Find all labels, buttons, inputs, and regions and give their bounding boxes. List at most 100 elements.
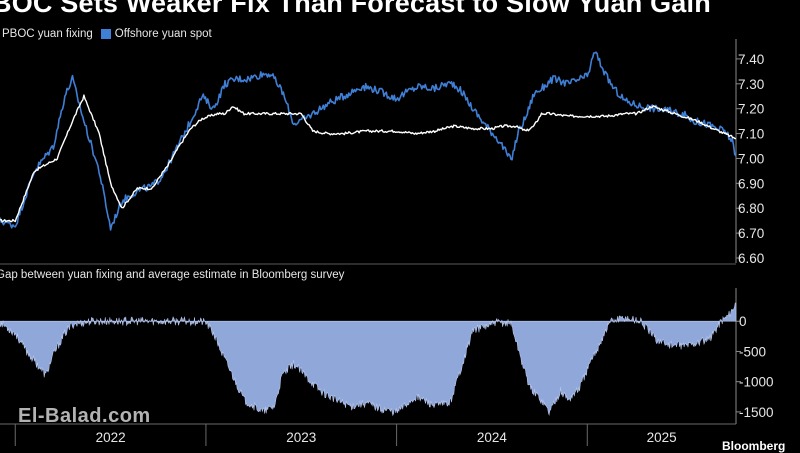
fixing-line-point: [160, 175, 161, 176]
fixing-line-point: [99, 133, 100, 134]
fixing-line-point: [225, 113, 226, 114]
top-y-tick-label: 6.60: [738, 251, 764, 266]
spot-line-point: [614, 88, 615, 89]
spot-line-point: [236, 78, 237, 79]
spot-line-point: [247, 78, 248, 79]
gap-point: [579, 387, 580, 388]
spot-line-point: [568, 83, 569, 84]
gap-point: [396, 411, 397, 412]
top-y-tick-label: 7.00: [738, 151, 764, 166]
fixing-line-point: [396, 131, 397, 132]
fixing-line-point: [312, 131, 313, 132]
fixing-line-point: [541, 113, 542, 114]
gap-point: [320, 390, 321, 391]
spot-line-point: [640, 106, 641, 107]
gap-point: [560, 390, 561, 391]
gap-point: [655, 339, 656, 340]
spot-line-point: [137, 190, 138, 191]
fixing-line-point: [167, 165, 168, 166]
fixing-line-point: [415, 133, 416, 134]
fixing-line-point: [83, 96, 84, 97]
gap-point: [625, 317, 626, 318]
spot-line-point: [434, 88, 435, 89]
fixing-line-point: [34, 170, 35, 171]
gap-point: [15, 333, 16, 334]
spot-line-point: [499, 141, 500, 142]
gap-point: [167, 321, 168, 322]
x-tick-label: 2024: [477, 430, 508, 445]
top-y-tick-label: 7.20: [738, 102, 764, 117]
spot-line-point: [99, 170, 100, 171]
fixing-line-point: [152, 188, 153, 189]
spot-line-point: [453, 83, 454, 84]
spot-line-point: [83, 121, 84, 122]
top-y-tick-label: 7.40: [738, 52, 764, 67]
spot-line-point: [190, 121, 191, 122]
x-tick-label: 2022: [96, 430, 126, 445]
fixing-line-point: [636, 113, 637, 114]
gap-point: [697, 342, 698, 343]
top-y-tick-label: 6.80: [738, 201, 764, 216]
gap-point: [205, 322, 206, 323]
gap-point: [736, 303, 737, 304]
fixing-line-point: [263, 113, 264, 114]
fixing-line-point: [343, 133, 344, 134]
gap-point: [221, 351, 222, 352]
gap-point: [549, 411, 550, 412]
fixing-line-point: [282, 113, 283, 114]
spot-line-point: [541, 88, 542, 89]
spot-line: [0, 51, 737, 231]
fixing-line-point: [682, 116, 683, 117]
spot-line-point: [293, 123, 294, 124]
spot-line-point: [328, 103, 329, 104]
gap-point: [366, 402, 367, 403]
fixing-line-point: [137, 188, 138, 189]
fixing-line-point: [217, 113, 218, 114]
bottom-panel: 0 -500 -1000 -1500: [0, 288, 774, 424]
fixing-line-point: [533, 126, 534, 127]
gap-point: [541, 399, 542, 400]
gap-point: [728, 315, 729, 316]
gap-point: [335, 399, 336, 400]
fixing-line-point: [724, 133, 725, 134]
spot-line-point: [724, 131, 725, 132]
gap-point: [522, 363, 523, 364]
fixing-line-point: [736, 138, 737, 139]
gap-point: [72, 324, 73, 325]
gap-point: [530, 387, 531, 388]
legend-label-spot: Offshore yuan spot: [114, 28, 212, 40]
spot-line-point: [533, 93, 534, 94]
spot-line-point: [511, 161, 512, 162]
gap-point: [282, 375, 283, 376]
fixing-line-point: [526, 131, 527, 132]
fixing-line-point: [625, 113, 626, 114]
fixing-line-point: [179, 146, 180, 147]
spot-line-point: [373, 88, 374, 89]
gap-point: [709, 339, 710, 340]
top-y-tick-label: 7.30: [738, 77, 764, 92]
gap-point: [198, 321, 199, 322]
gap-point: [415, 396, 416, 397]
gap-area: [0, 302, 737, 417]
fixing-line-point: [72, 121, 73, 122]
spot-line-point: [446, 83, 447, 84]
gap-point: [499, 322, 500, 323]
fixing-line-point: [301, 113, 302, 114]
spot-line-point: [705, 123, 706, 124]
gap-point: [305, 375, 306, 376]
spot-line-point: [122, 200, 123, 201]
gap-point: [686, 345, 687, 346]
chart-title: BOC Sets Weaker Fix Than Forecast to Slo…: [0, 0, 711, 18]
gap-point: [434, 405, 435, 406]
top-y-tick-label: 6.90: [738, 176, 764, 191]
gap-point: [568, 399, 569, 400]
fixing-line-point: [713, 128, 714, 129]
fixing-line-point: [434, 131, 435, 132]
gap-point: [64, 333, 65, 334]
spot-line-point: [270, 73, 271, 74]
top-panel: 6.60 6.70 6.80 6.90 7.00 7.10 7.20 7.30 7.40: [0, 39, 764, 266]
spot-line-point: [225, 83, 226, 84]
fixing-line-point: [503, 126, 504, 127]
spot-line-point: [362, 86, 363, 87]
